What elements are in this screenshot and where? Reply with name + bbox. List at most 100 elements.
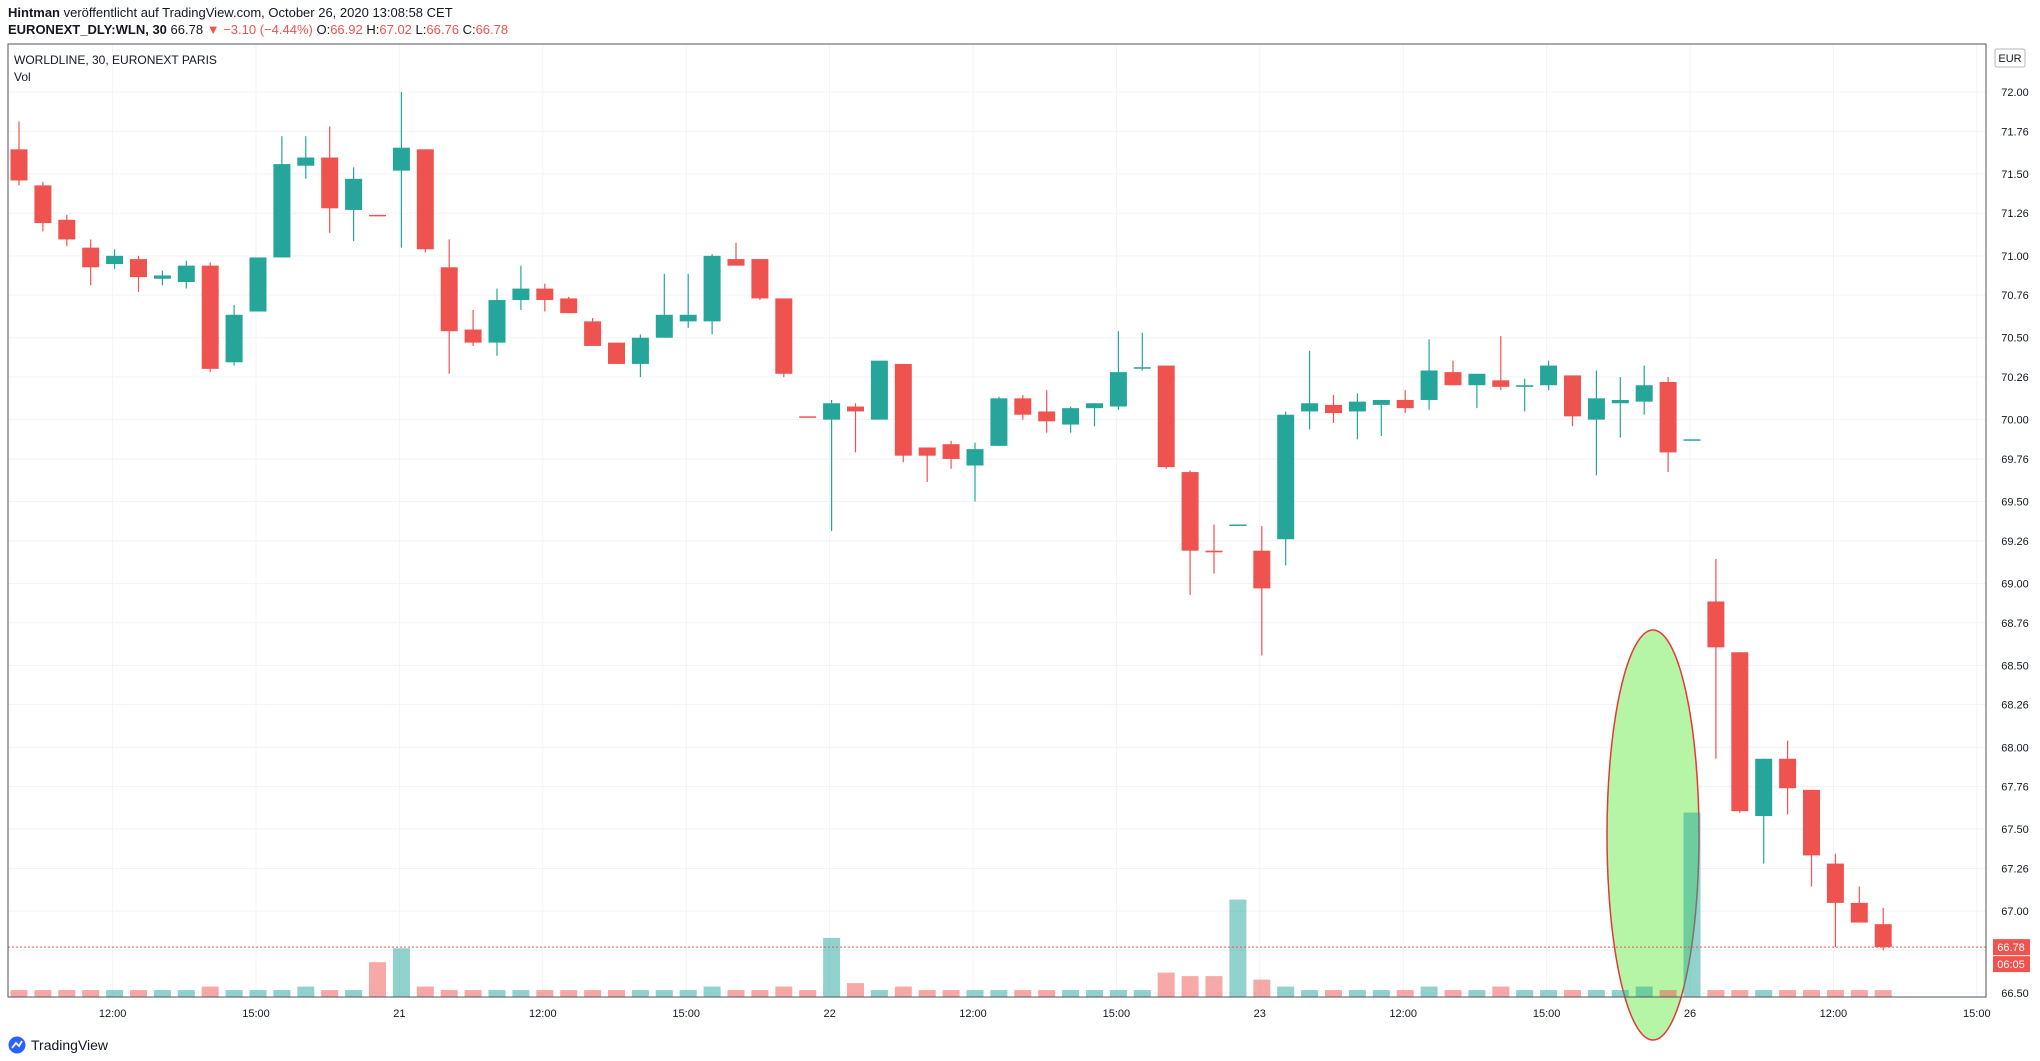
change-value: −3.10 (−4.44%) [223,22,313,37]
candle-body[interactable] [512,288,530,301]
candle-body[interactable] [1826,863,1844,903]
x-tick-label: 12:00 [1389,1008,1417,1020]
candle-body[interactable] [130,259,147,278]
candle-body[interactable] [1420,370,1438,400]
volume-bar [321,990,339,997]
candle-body[interactable] [1181,472,1199,551]
candle-body[interactable] [1157,365,1175,468]
candle-body[interactable] [321,157,339,209]
candle-body[interactable] [1707,601,1725,648]
open-label: O: [316,22,331,37]
candle-body[interactable] [464,329,482,343]
y-tick-label: 66.50 [2001,988,2029,1000]
volume-bar [106,990,124,997]
candle-body[interactable] [536,288,554,301]
candle-body[interactable] [177,265,195,283]
candle-body[interactable] [1372,399,1390,405]
candle-body[interactable] [775,298,793,374]
y-tick-label: 71.50 [2001,169,2029,181]
candle-body[interactable] [1301,403,1319,412]
candle-body[interactable] [1659,381,1677,453]
candle-body[interactable] [560,298,578,314]
currency-box[interactable] [1994,48,2026,68]
volume-bar [1540,990,1558,997]
candle-body[interactable] [1038,411,1056,422]
volume-bar [1731,990,1749,997]
candle-body[interactable] [273,164,291,258]
footer: TradingView [8,1036,108,1054]
candle-body[interactable] [894,363,912,456]
candle-body[interactable] [1587,398,1605,420]
candle-body[interactable] [584,321,602,346]
candle-body[interactable] [1396,399,1414,409]
candle-body[interactable] [990,398,1008,446]
candle-body[interactable] [966,449,984,466]
candle-body[interactable] [1874,924,1892,948]
candle-body[interactable] [1635,385,1653,402]
candle-body[interactable] [1325,404,1342,414]
candle-body[interactable] [1133,367,1151,369]
volume-bar [1348,990,1366,997]
candle-body[interactable] [1779,758,1797,789]
candle-body[interactable] [679,314,697,322]
candle-body[interactable] [751,259,769,299]
candle-body[interactable] [1086,403,1103,409]
candle-body[interactable] [249,257,267,312]
candle-body[interactable] [1277,414,1295,540]
candle-body[interactable] [1850,902,1868,923]
candle-body[interactable] [1444,372,1462,386]
candle-body[interactable] [225,314,243,363]
footer-brand[interactable]: TradingView [31,1037,109,1053]
candle-body[interactable] [918,447,936,456]
candle-body[interactable] [799,416,817,418]
candle-body[interactable] [608,342,625,364]
candle-body[interactable] [392,147,410,171]
candle-body[interactable] [369,214,386,217]
candle-body[interactable] [1731,652,1749,812]
candle-body[interactable] [416,149,434,250]
candle-body[interactable] [153,275,171,279]
candle-body[interactable] [1229,524,1247,526]
candle-body[interactable] [488,300,506,343]
candle-body[interactable] [942,444,960,459]
countdown-tag [1993,956,2030,973]
candle-body[interactable] [1062,408,1080,425]
y-tick-label: 69.76 [2001,454,2029,466]
candle-body[interactable] [1755,758,1773,817]
candle-body[interactable] [1540,365,1558,386]
candle-body[interactable] [1348,401,1366,412]
candle-body[interactable] [10,149,28,181]
candle-body[interactable] [1611,399,1629,404]
candle-body[interactable] [1683,439,1701,441]
volume-bar [870,990,888,997]
candle-body[interactable] [870,360,888,420]
candle-body[interactable] [201,265,219,369]
candle-body[interactable] [34,185,52,224]
candle-body[interactable] [823,403,841,420]
y-tick-label: 67.26 [2001,863,2029,875]
candle-body[interactable] [106,255,124,265]
candle-body[interactable] [703,255,721,322]
candle-body[interactable] [655,314,673,338]
candle-body[interactable] [727,259,745,266]
volume-bar [82,990,100,997]
candle-body[interactable] [1109,372,1127,407]
candle-body[interactable] [1253,550,1271,589]
candle-body[interactable] [1205,550,1223,553]
candle-body[interactable] [58,219,76,240]
x-tick-label: 15:00 [1963,1008,1991,1020]
candle-body[interactable] [1468,373,1486,386]
candle-body[interactable] [297,157,315,166]
candle-body[interactable] [1014,398,1032,415]
candle-body[interactable] [82,247,100,268]
candle-body[interactable] [1803,789,1820,856]
candle-body[interactable] [440,267,458,332]
candle-body[interactable] [1564,375,1581,417]
candle-body[interactable] [847,406,864,412]
candle-body[interactable] [345,178,363,210]
candle-body[interactable] [1516,385,1534,387]
candle-body[interactable] [631,337,649,364]
candle-body[interactable] [1492,380,1510,387]
symbol-name: EURONEXT_DLY:WLN, 30 [8,22,167,37]
